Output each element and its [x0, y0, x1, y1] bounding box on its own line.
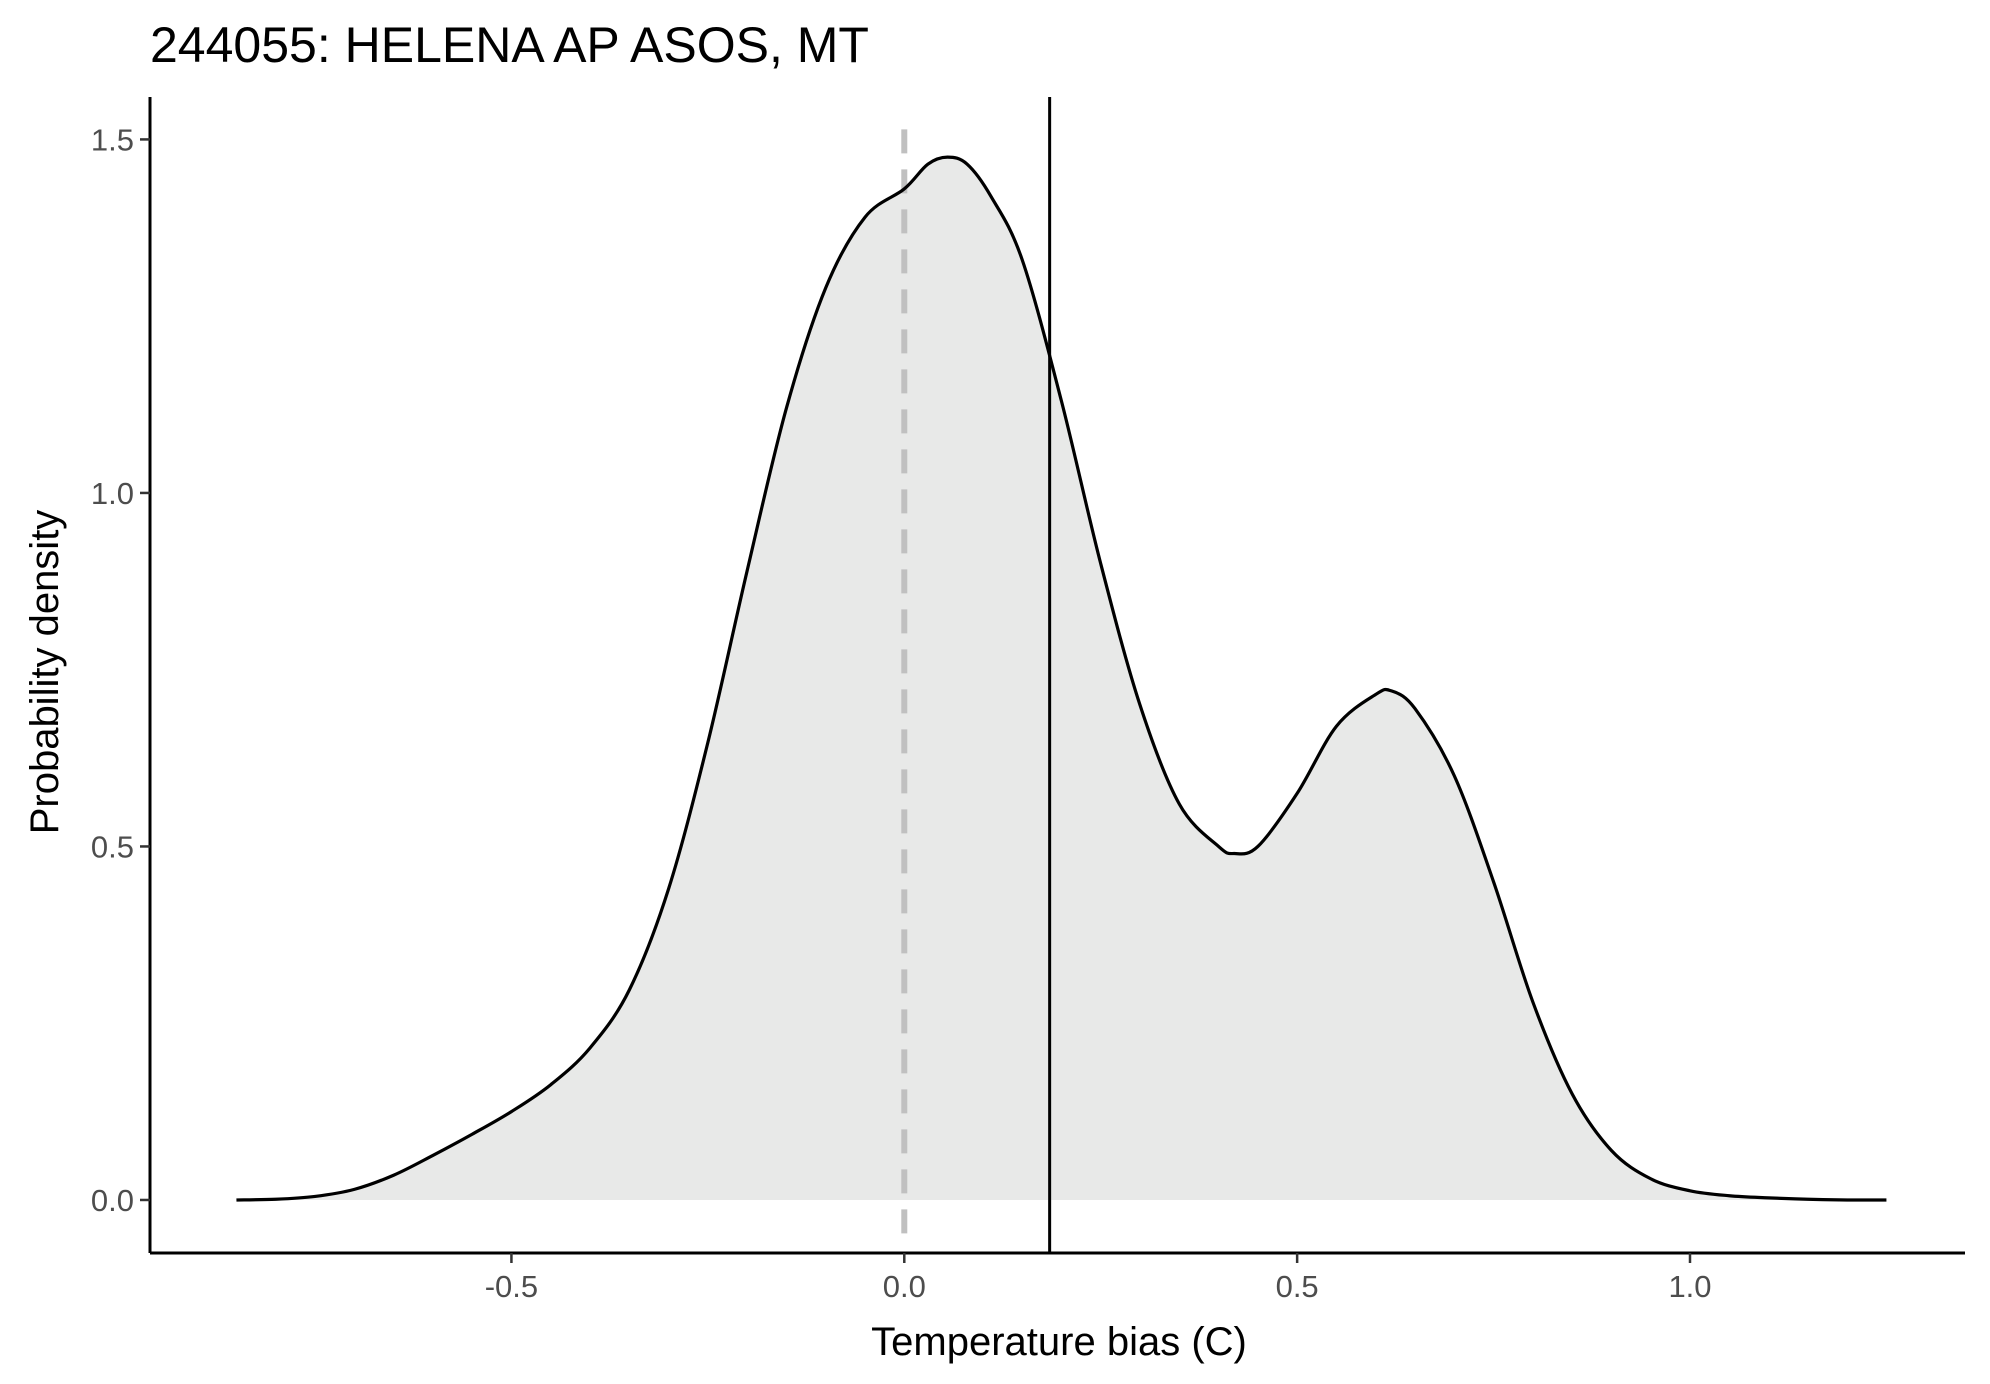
- x-axis-title: Temperature bias (C): [871, 1320, 1247, 1364]
- y-tick-label: 1.5: [91, 122, 134, 157]
- x-tick-label: -0.5: [485, 1269, 538, 1304]
- y-tick-label: 0.0: [91, 1183, 134, 1218]
- y-tick-label: 1.0: [91, 476, 134, 511]
- density-curve-0: [236, 155, 1887, 1202]
- x-tick-label: 0.5: [1276, 1269, 1319, 1304]
- x-tick-label: 1.0: [1668, 1269, 1711, 1304]
- axes: -0.5 0.0 0.5 1.0 0.0 0.5 1.0 1.5: [91, 97, 1965, 1304]
- y-axis-title: Probability density: [23, 510, 67, 835]
- x-tick-label: 0.0: [883, 1269, 926, 1304]
- plot-area: [236, 97, 1887, 1253]
- chart-title: 244055: HELENA AP ASOS, MT: [150, 17, 869, 73]
- density-area-0: [236, 157, 1887, 1201]
- y-tick-label: 0.5: [91, 829, 134, 864]
